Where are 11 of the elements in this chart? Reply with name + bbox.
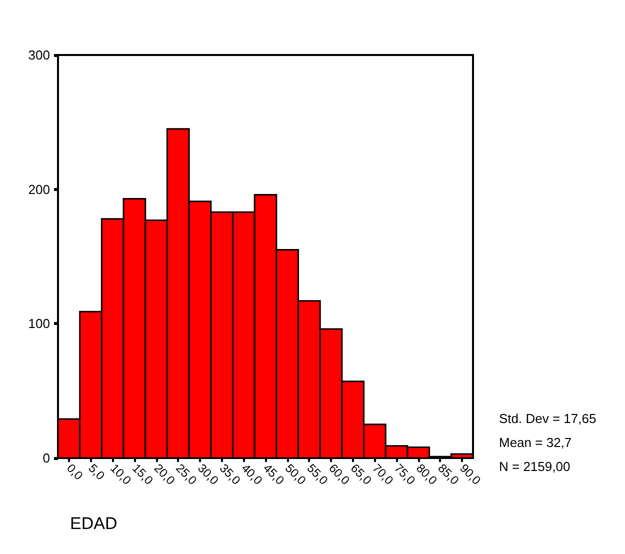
y-tick-label: 200 xyxy=(28,182,50,197)
text: Mean = 32,7 xyxy=(499,435,572,450)
y-tick-label: 0 xyxy=(42,450,50,466)
text: N = 2159,00 xyxy=(499,459,570,474)
x-axis-title: EDAD xyxy=(70,514,118,533)
y-tick-label: 100 xyxy=(28,316,50,332)
x-tick-label: 0,0 xyxy=(64,461,86,483)
text: Std. Dev = 17,65 xyxy=(499,411,596,426)
x-tick-label: 5,0 xyxy=(86,461,108,483)
x-tick-label: 10,0 xyxy=(108,461,134,488)
y-tick-label: 300 xyxy=(28,48,50,62)
